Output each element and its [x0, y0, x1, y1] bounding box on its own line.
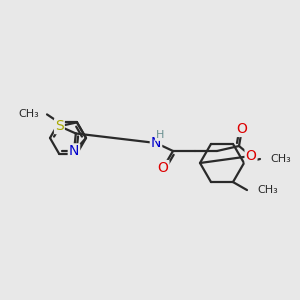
Text: CH₃: CH₃: [18, 110, 39, 119]
Text: H: H: [156, 130, 164, 140]
Text: N: N: [151, 136, 161, 150]
Text: N: N: [69, 144, 79, 158]
Text: O: O: [158, 161, 168, 175]
Text: O: O: [237, 122, 248, 136]
Text: S: S: [55, 119, 64, 133]
Text: CH₃: CH₃: [257, 185, 278, 195]
Text: O: O: [246, 149, 256, 163]
Text: CH₃: CH₃: [270, 154, 291, 164]
